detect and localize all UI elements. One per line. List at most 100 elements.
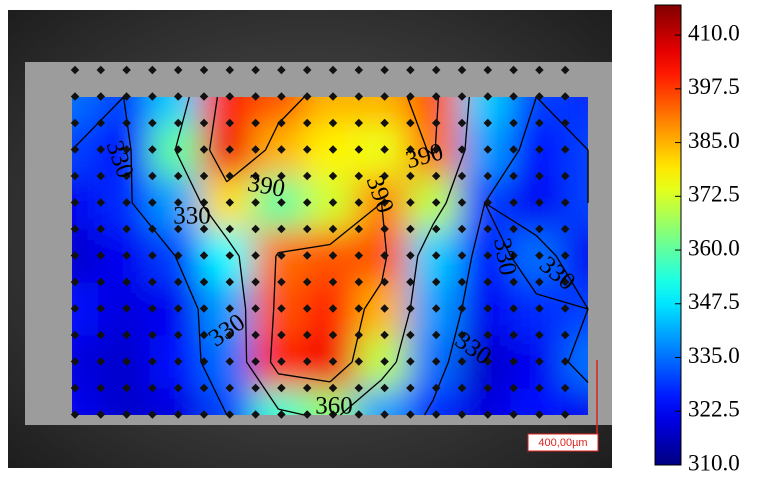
indent <box>431 410 441 419</box>
indent <box>173 330 183 340</box>
indent <box>354 145 364 154</box>
indent <box>251 383 260 393</box>
indent <box>328 304 338 313</box>
indent <box>302 251 312 260</box>
indent <box>96 145 106 154</box>
indent <box>148 145 157 154</box>
indent <box>354 118 364 128</box>
indent <box>122 410 131 419</box>
indent <box>96 171 106 181</box>
indent <box>225 357 235 366</box>
indent <box>251 410 260 419</box>
indent <box>354 277 364 287</box>
indent <box>148 304 157 313</box>
indent <box>406 277 415 287</box>
indent <box>70 65 80 75</box>
indent <box>173 118 183 128</box>
indent <box>225 330 235 340</box>
indent <box>431 92 441 101</box>
indent <box>225 277 235 287</box>
indent <box>431 330 441 340</box>
indent <box>406 357 415 366</box>
indent <box>70 118 80 128</box>
indent <box>406 198 415 207</box>
indent <box>96 118 106 128</box>
indent <box>483 251 493 260</box>
indent <box>406 65 415 75</box>
indent <box>354 357 364 366</box>
indent <box>96 251 106 260</box>
indent <box>251 118 260 128</box>
indent <box>148 357 157 366</box>
indent <box>380 277 389 287</box>
indent <box>225 65 235 75</box>
indent <box>277 304 286 313</box>
tick-label: 360.0 <box>688 235 740 260</box>
indent <box>431 145 441 154</box>
indent <box>173 145 183 154</box>
indent <box>406 145 415 154</box>
indent <box>406 383 415 393</box>
indent <box>122 145 131 154</box>
indent <box>354 198 364 207</box>
indent <box>431 118 441 128</box>
indent <box>483 304 493 313</box>
indent <box>225 118 235 128</box>
tick-label: 322.5 <box>688 397 740 422</box>
indent <box>277 277 286 287</box>
indent <box>509 383 518 393</box>
indent <box>199 357 209 366</box>
indent <box>70 224 80 234</box>
indent <box>148 171 157 181</box>
indent <box>173 65 183 75</box>
indent <box>457 65 467 75</box>
indent <box>199 145 209 154</box>
indent <box>483 198 493 207</box>
indent <box>509 330 518 340</box>
indent <box>380 383 389 393</box>
indent <box>457 118 467 128</box>
indent <box>354 92 364 101</box>
indent <box>251 145 260 154</box>
indent <box>199 251 209 260</box>
indent <box>173 383 183 393</box>
indent <box>380 251 389 260</box>
indent <box>431 251 441 260</box>
indent <box>431 357 441 366</box>
indent <box>431 171 441 181</box>
indent <box>483 330 493 340</box>
indent <box>173 357 183 366</box>
indent <box>406 118 415 128</box>
indent <box>302 65 312 75</box>
cell <box>562 97 588 125</box>
indent <box>225 383 235 393</box>
indent <box>354 410 364 419</box>
indent <box>225 145 235 154</box>
indent <box>225 171 235 181</box>
indent <box>70 277 80 287</box>
indent <box>328 330 338 340</box>
indent <box>302 224 312 234</box>
indent <box>96 330 106 340</box>
indent <box>225 198 235 207</box>
indent <box>380 65 389 75</box>
indent <box>173 171 183 181</box>
indent <box>251 251 260 260</box>
indent <box>328 410 338 419</box>
indent <box>354 224 364 234</box>
indent <box>173 410 183 419</box>
indent <box>148 383 157 393</box>
indent <box>96 92 106 101</box>
indent <box>380 304 389 313</box>
contour-label: 330 <box>488 236 521 278</box>
indent <box>122 65 131 75</box>
indent <box>457 145 467 154</box>
indent <box>277 251 286 260</box>
cell <box>149 388 202 415</box>
cell <box>252 97 306 125</box>
cell <box>72 388 99 415</box>
indent <box>148 277 157 287</box>
indent <box>328 224 338 234</box>
indent <box>148 251 157 260</box>
